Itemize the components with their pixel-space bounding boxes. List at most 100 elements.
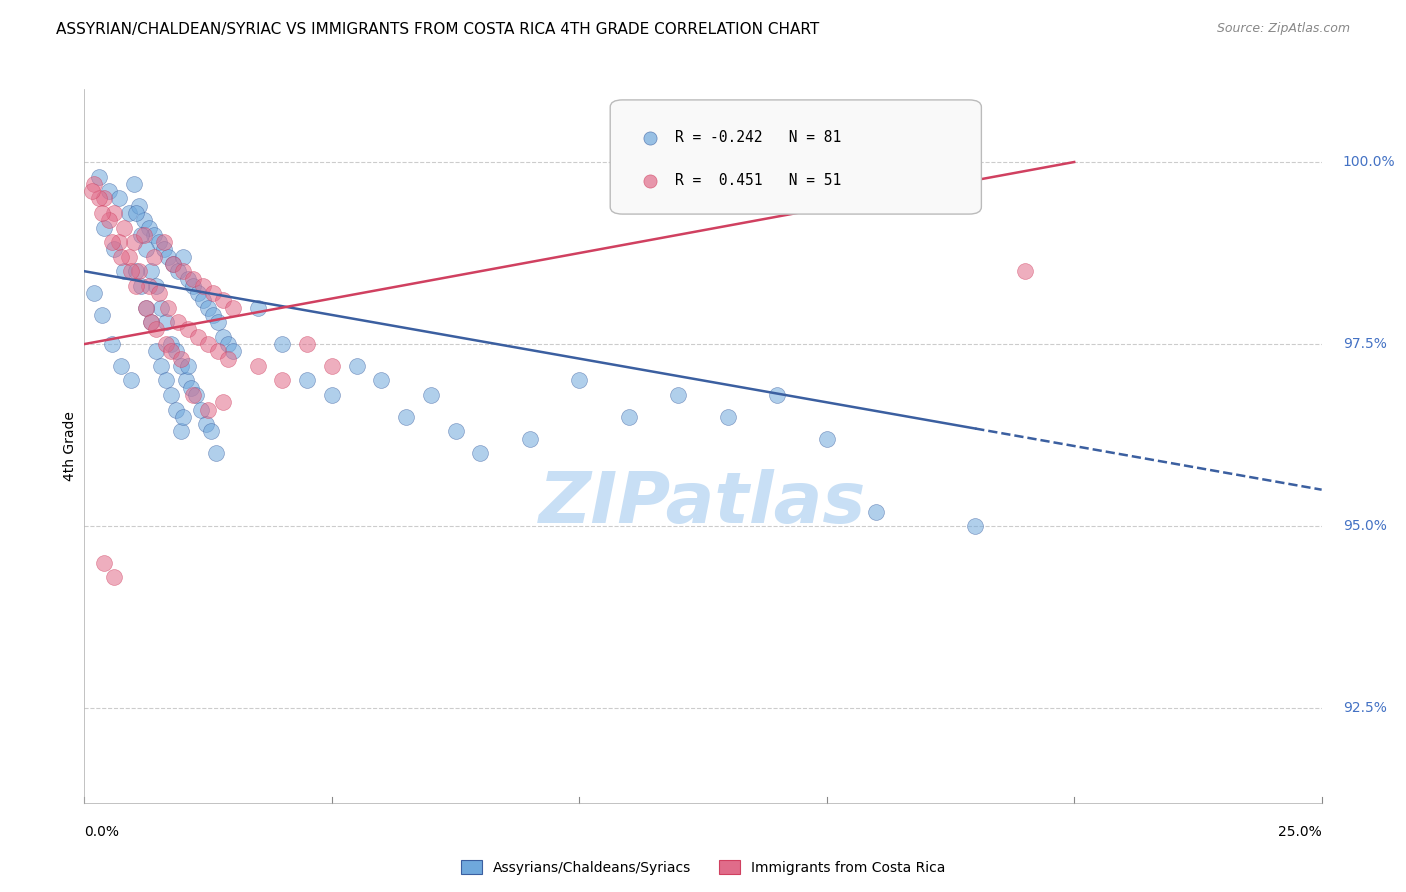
Point	[122, 177, 145, 191]
Point	[118, 206, 141, 220]
Point	[167, 264, 190, 278]
Point	[162, 257, 184, 271]
Point	[271, 337, 294, 351]
Point	[112, 264, 135, 278]
Point	[160, 344, 183, 359]
Point	[444, 425, 467, 439]
Point	[90, 206, 112, 220]
Text: 25.0%: 25.0%	[1278, 825, 1322, 839]
Point	[145, 344, 167, 359]
Point	[142, 250, 165, 264]
Point	[204, 446, 226, 460]
Point	[129, 278, 152, 293]
Point	[89, 169, 111, 184]
Point	[138, 220, 160, 235]
Point	[100, 235, 122, 249]
Point	[160, 337, 183, 351]
Point	[103, 206, 125, 220]
Point	[141, 315, 163, 329]
Point	[222, 344, 245, 359]
Point	[122, 235, 145, 249]
Point	[83, 286, 105, 301]
Point	[170, 425, 193, 439]
Point	[125, 206, 148, 220]
Point	[177, 271, 200, 285]
Point	[132, 213, 155, 227]
FancyBboxPatch shape	[610, 100, 981, 214]
Point	[217, 337, 239, 351]
Point	[246, 359, 269, 373]
Point	[172, 409, 194, 424]
Point	[666, 388, 689, 402]
Text: 92.5%: 92.5%	[1343, 701, 1386, 715]
Point	[125, 264, 148, 278]
Point	[187, 330, 209, 344]
Point	[295, 337, 318, 351]
Text: ZIPatlas: ZIPatlas	[540, 468, 866, 538]
Point	[865, 504, 887, 518]
Text: 100.0%: 100.0%	[1343, 155, 1395, 169]
Point	[165, 344, 187, 359]
Point	[321, 359, 343, 373]
Point	[167, 315, 190, 329]
Point	[145, 322, 167, 336]
Point	[370, 374, 392, 388]
Point	[162, 257, 184, 271]
Point	[100, 337, 122, 351]
Point	[125, 278, 148, 293]
Point	[145, 278, 167, 293]
Point	[346, 359, 368, 373]
Point	[98, 184, 121, 198]
Point	[108, 191, 131, 205]
Point	[118, 250, 141, 264]
Point	[172, 264, 194, 278]
Point	[132, 227, 155, 242]
Point	[152, 243, 174, 257]
Point	[181, 278, 204, 293]
Point	[98, 213, 121, 227]
Point	[142, 227, 165, 242]
Point	[155, 374, 177, 388]
Text: R =  0.451   N = 51: R = 0.451 N = 51	[675, 173, 841, 188]
Point	[212, 293, 235, 308]
Point	[128, 199, 150, 213]
Point	[395, 409, 418, 424]
Text: 97.5%: 97.5%	[1343, 337, 1386, 351]
Point	[207, 344, 229, 359]
Point	[170, 351, 193, 366]
Point	[470, 446, 492, 460]
Point	[150, 359, 173, 373]
Point	[181, 388, 204, 402]
Point	[202, 308, 225, 322]
Point	[120, 264, 142, 278]
Point	[197, 402, 219, 417]
Point	[141, 315, 163, 329]
Point	[766, 388, 789, 402]
Point	[138, 278, 160, 293]
Point	[271, 374, 294, 388]
Point	[155, 315, 177, 329]
Text: ASSYRIAN/CHALDEAN/SYRIAC VS IMMIGRANTS FROM COSTA RICA 4TH GRADE CORRELATION CHA: ASSYRIAN/CHALDEAN/SYRIAC VS IMMIGRANTS F…	[56, 22, 820, 37]
Point	[295, 374, 318, 388]
Point	[93, 556, 115, 570]
Point	[148, 235, 170, 249]
Point	[207, 315, 229, 329]
Point	[135, 301, 157, 315]
Point	[150, 301, 173, 315]
Point	[110, 359, 132, 373]
Point	[110, 250, 132, 264]
Point	[157, 250, 180, 264]
Point	[519, 432, 541, 446]
Point	[172, 250, 194, 264]
Text: 95.0%: 95.0%	[1343, 519, 1386, 533]
Point	[83, 177, 105, 191]
Point	[1014, 264, 1036, 278]
Point	[197, 337, 219, 351]
Point	[157, 301, 180, 315]
Legend: Assyrians/Chaldeans/Syriacs, Immigrants from Costa Rica: Assyrians/Chaldeans/Syriacs, Immigrants …	[456, 855, 950, 880]
Point	[617, 409, 640, 424]
Text: R = -0.242   N = 81: R = -0.242 N = 81	[675, 130, 841, 145]
Point	[815, 432, 838, 446]
Point	[212, 330, 235, 344]
Point	[89, 191, 111, 205]
